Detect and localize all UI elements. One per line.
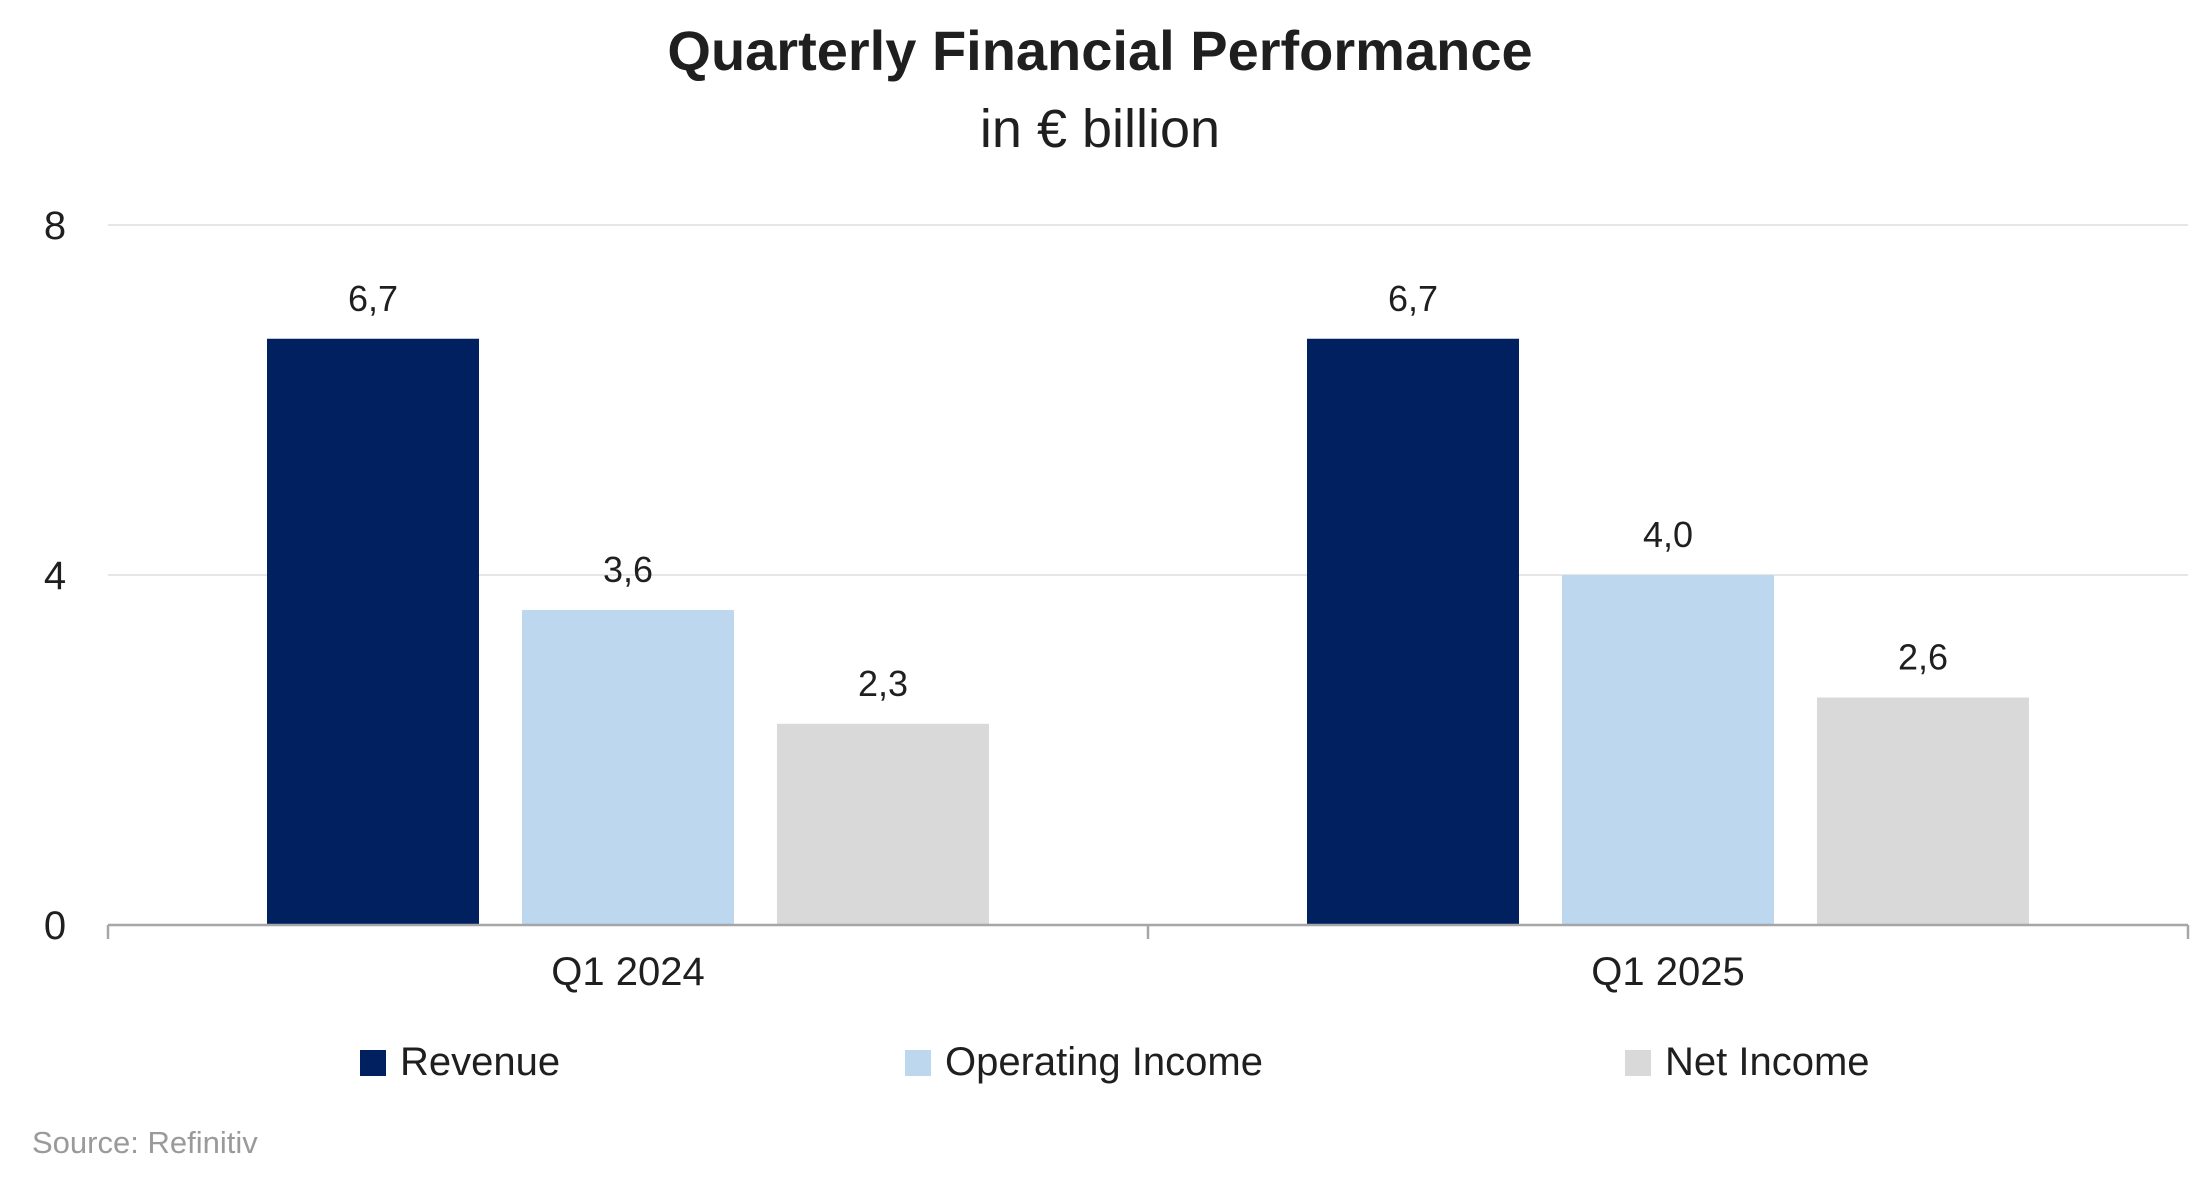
- bar: [1817, 697, 2029, 925]
- x-tick-label: Q1 2024: [551, 950, 704, 994]
- legend: Revenue Operating Income Net Income: [0, 1040, 2200, 1100]
- bar-value-label: 4,0: [1643, 514, 1693, 555]
- bar-value-label: 3,6: [603, 549, 653, 590]
- legend-label: Operating Income: [945, 1040, 1263, 1084]
- bar-value-labels: 6,7 3,6 2,3 6,7 4,0 2,6: [348, 278, 1948, 704]
- legend-item: Revenue: [360, 1040, 560, 1085]
- bar: [777, 723, 989, 925]
- bar-value-label: 6,7: [1388, 278, 1438, 319]
- legend-item: Net Income: [1625, 1040, 1870, 1085]
- bar-chart: 0 4 8 6,7 3,6 2,3 6,7 4,0 2,6 Q1 2024 Q1 2025: [44, 204, 2190, 994]
- legend-swatch: [905, 1049, 931, 1076]
- bar: [522, 610, 734, 925]
- bar: [1562, 575, 1774, 925]
- legend-item: Operating Income: [905, 1040, 1263, 1085]
- chart-title: Quarterly Financial Performance: [667, 19, 1533, 82]
- x-axis-ticks: Q1 2024 Q1 2025: [551, 950, 1744, 994]
- legend-swatch: [1625, 1049, 1651, 1076]
- chart-subtitle: in € billion: [979, 99, 1221, 159]
- y-tick-label: 4: [44, 554, 66, 598]
- bar-value-label: 6,7: [348, 278, 398, 319]
- y-axis-ticks: 0 4 8: [44, 204, 66, 948]
- bar-value-label: 2,6: [1898, 637, 1948, 678]
- bar: [1307, 338, 1519, 925]
- bar: [267, 338, 479, 925]
- legend-label: Net Income: [1665, 1040, 1870, 1084]
- legend-swatch: [360, 1049, 386, 1076]
- y-tick-label: 0: [44, 904, 66, 948]
- x-tick-label: Q1 2025: [1591, 950, 1744, 994]
- y-tick-label: 8: [44, 204, 66, 248]
- legend-label: Revenue: [400, 1040, 561, 1084]
- bars: [267, 338, 2029, 925]
- bar-value-label: 2,3: [858, 663, 908, 704]
- source-note: Source: Refinitiv: [32, 1125, 258, 1160]
- axes: [106, 923, 2190, 939]
